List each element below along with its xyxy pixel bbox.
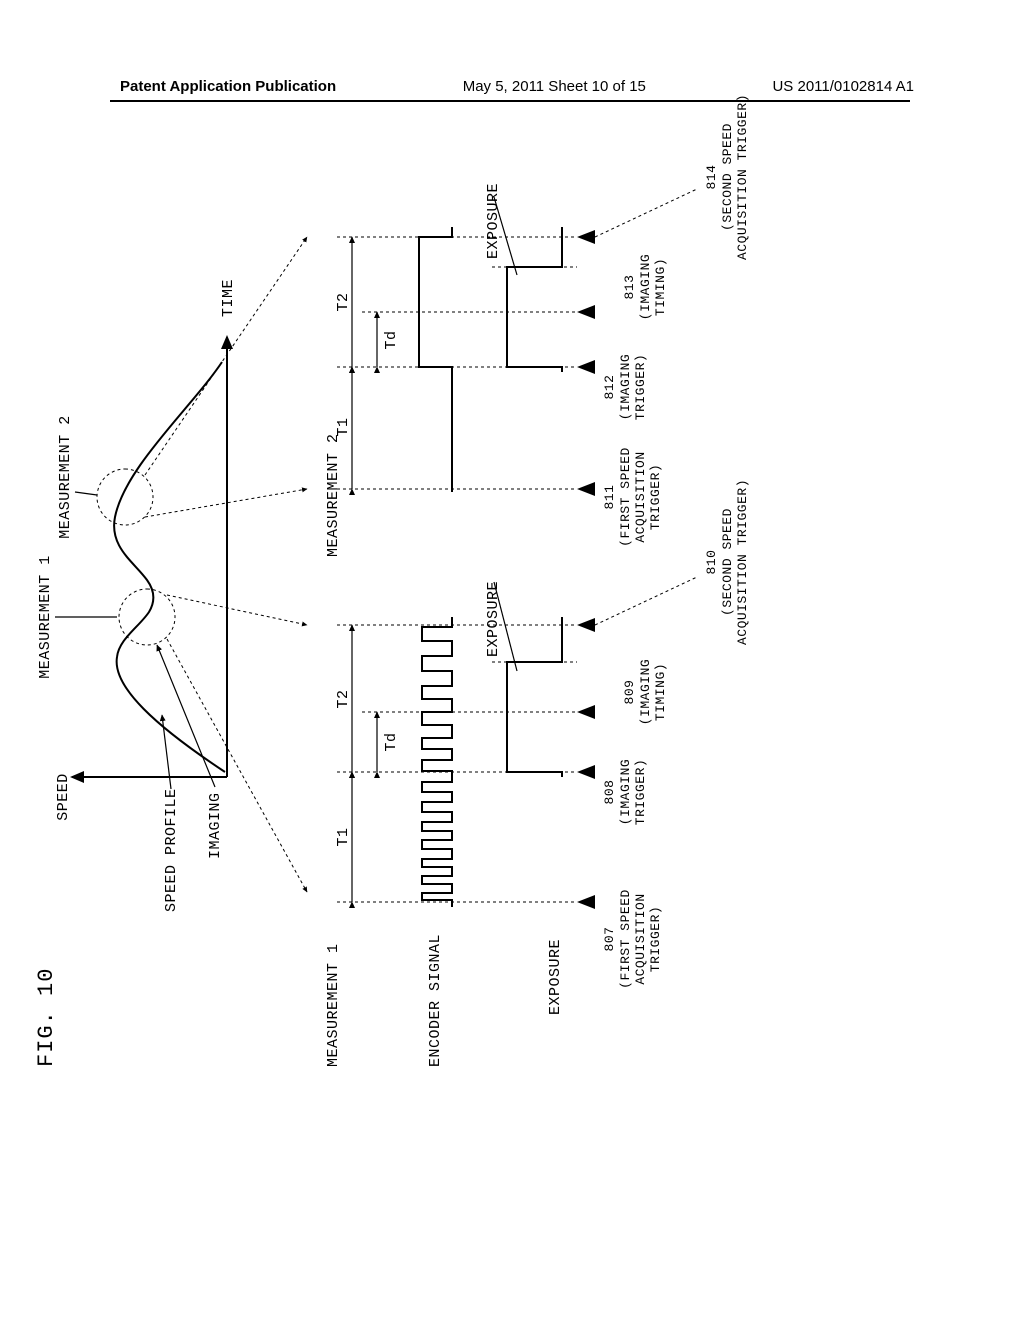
speed-profile-curve (114, 362, 225, 772)
t808-l1: (IMAGING (618, 759, 633, 825)
t807-l1: (FIRST SPEED (618, 889, 633, 989)
m2-timing-line (419, 227, 452, 492)
t814-l2: ACQUISITION TRIGGER) (735, 94, 750, 260)
measurement2-top-label: MEASUREMENT 2 (57, 415, 74, 539)
m2-exposure-pulse (507, 227, 562, 372)
speed-axis-label: SPEED (55, 773, 72, 821)
t814-num: 814 (704, 165, 719, 190)
t811-num: 811 (602, 485, 617, 510)
row-exposure: EXPOSURE (547, 939, 564, 1015)
t812-l2: TRIGGER) (633, 354, 648, 420)
t807-l2: ACQUISITION (633, 893, 648, 984)
t809-l1: (IMAGING (638, 659, 653, 725)
measurement1-top-label: MEASUREMENT 1 (37, 555, 54, 679)
t811-l3: TRIGGER) (648, 464, 663, 530)
measurement2-circle (97, 469, 153, 525)
m1-t2: T2 (335, 689, 352, 708)
m2-exposure-text: EXPOSURE (485, 183, 502, 259)
m1-t1: T1 (335, 827, 352, 846)
row-encoder-signal: ENCODER SIGNAL (427, 934, 444, 1067)
m1-exposure-pulse (507, 617, 562, 777)
t812-num: 812 (602, 375, 617, 400)
t813-num: 813 (622, 275, 637, 300)
t811-l1: (FIRST SPEED (618, 447, 633, 547)
t808-num: 808 (602, 780, 617, 805)
speed-profile-label: SPEED PROFILE (163, 788, 180, 912)
time-axis-label: TIME (220, 279, 237, 317)
t813-l2: TIMING) (653, 258, 668, 316)
m1-td: Td (383, 732, 400, 751)
imaging-label: IMAGING (207, 792, 224, 859)
t814-l1: (SECOND SPEED (720, 123, 735, 231)
figure-title: FIG. 10 (34, 968, 59, 1067)
t807-num: 807 (602, 927, 617, 952)
t810-l1: (SECOND SPEED (720, 508, 735, 616)
t811-l2: ACQUISITION (633, 451, 648, 542)
speed-profile-graph: SPEED TIME MEASUREMENT 1 MEASUREMENT 2 S… (37, 237, 307, 912)
t813-l1: (IMAGING (638, 254, 653, 320)
measurement2-panel: MEASUREMENT 2 T1 T2 Td EXPOSURE 811 (FIR… (325, 94, 750, 557)
m2-t1: T1 (335, 417, 352, 436)
row-measurement2: MEASUREMENT 2 (325, 433, 342, 557)
m2-td: Td (383, 330, 400, 349)
figure-10: FIG. 10 SPEED TIME MEASUREMENT 1 MEASURE… (0, 263, 1024, 1107)
t812-l1: (IMAGING (618, 354, 633, 420)
measurement1-panel: T1 T2 Td EXPOSURE 807 (FIRST SPEED ACQUI… (335, 479, 750, 989)
t810-l2: ACQUISITION TRIGGER) (735, 479, 750, 645)
measurement1-circle (119, 589, 175, 645)
row-measurement1: MEASUREMENT 1 (325, 943, 342, 1067)
m2-t2: T2 (335, 292, 352, 311)
t807-l3: TRIGGER) (648, 906, 663, 972)
t809-num: 809 (622, 680, 637, 705)
figure-svg: FIG. 10 SPEED TIME MEASUREMENT 1 MEASURE… (0, 77, 841, 1107)
t808-l2: TRIGGER) (633, 759, 648, 825)
m1-exposure-text: EXPOSURE (485, 581, 502, 657)
m1-encoder-wave (422, 617, 452, 907)
t809-l2: TIMING) (653, 663, 668, 721)
t810-num: 810 (704, 550, 719, 575)
